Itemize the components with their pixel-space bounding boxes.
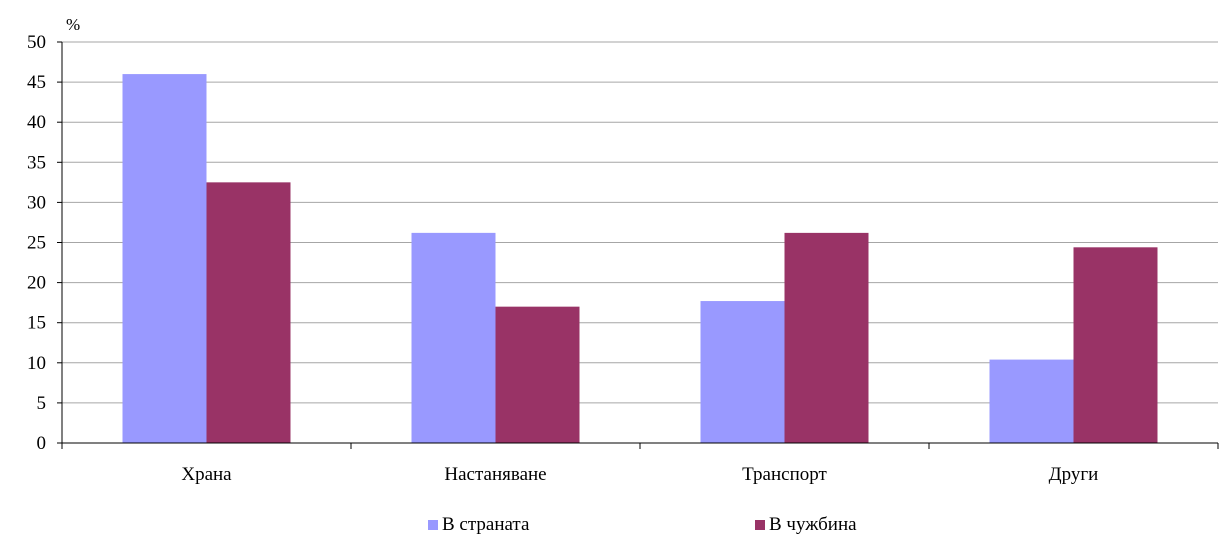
- y-tick-label: 50: [27, 32, 46, 53]
- bar-series-2-1: [206, 182, 291, 443]
- bar-series-2-3: [784, 232, 869, 443]
- y-tick-label: 15: [27, 313, 46, 334]
- legend-label-series-1: В страната: [442, 514, 530, 535]
- x-tick-label: Настаняване: [444, 464, 546, 485]
- legend-swatch-series-1: [428, 520, 438, 530]
- bar-series-1-3: [700, 301, 785, 443]
- bar-series-2-2: [495, 306, 580, 443]
- y-tick-label: 20: [27, 273, 46, 294]
- y-tick-labels: 0 5 10 15 20 25 30 35 40 45 50: [27, 32, 46, 454]
- legend: В страната В чужбина: [0, 514, 1228, 538]
- legend-item-series-2: В чужбина: [755, 514, 857, 536]
- y-tick-label: 0: [37, 433, 47, 454]
- legend-swatch-series-2: [755, 520, 765, 530]
- y-tick-label: 35: [27, 152, 46, 173]
- y-tick-label: 40: [27, 112, 46, 133]
- x-tick-labels: Храна Настаняване Транспорт Други: [181, 464, 1098, 485]
- x-tick-label: Други: [1049, 464, 1099, 485]
- y-tick-label: 5: [37, 393, 47, 414]
- y-tick-label: 30: [27, 192, 46, 213]
- bar-series-1-2: [411, 232, 496, 443]
- legend-label-series-2: В чужбина: [769, 514, 857, 535]
- y-unit-label: %: [66, 15, 80, 34]
- bars: [122, 74, 1158, 443]
- x-tick-label: Транспорт: [742, 464, 827, 485]
- axes: [57, 41, 1219, 449]
- y-tick-label: 10: [27, 353, 46, 374]
- bar-series-1-4: [989, 359, 1074, 443]
- x-tick-label: Храна: [181, 464, 232, 485]
- bar-series-1-1: [122, 74, 207, 443]
- bar-series-2-4: [1073, 247, 1158, 443]
- y-tick-label: 45: [27, 72, 46, 93]
- y-tick-label: 25: [27, 233, 46, 254]
- legend-item-series-1: В страната: [428, 514, 529, 536]
